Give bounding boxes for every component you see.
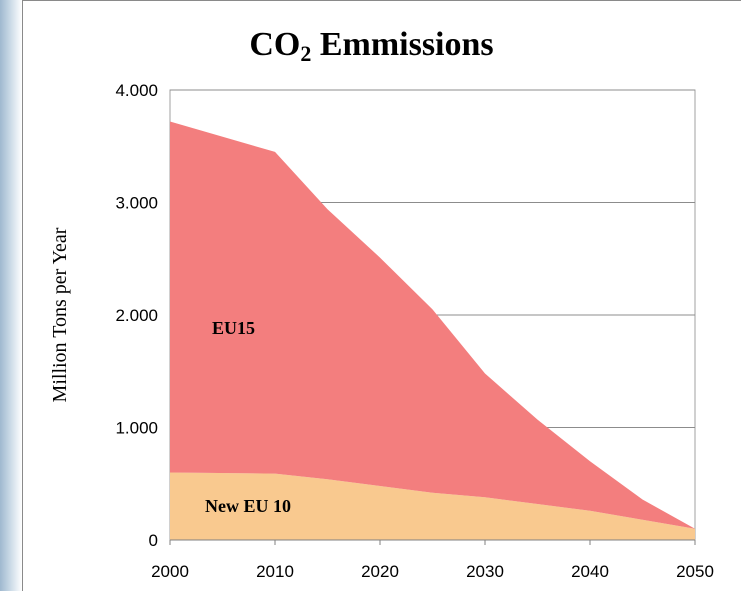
x-tick-label: 2040 — [571, 562, 609, 581]
area-series-0 — [170, 472, 695, 540]
x-tick-label: 2020 — [361, 562, 399, 581]
x-tick-label: 2030 — [466, 562, 504, 581]
y-axis-label: Million Tons per Year — [49, 227, 71, 402]
chart-title: CO2 Emmissions — [249, 26, 494, 66]
y-tick-label: 0 — [149, 531, 158, 550]
area-label-eu15: EU15 — [212, 318, 255, 338]
y-tick-label: 1.000 — [115, 419, 158, 438]
x-tick-label: 2000 — [151, 562, 189, 581]
y-tick-label: 3.000 — [115, 194, 158, 213]
area-series-1 — [170, 121, 695, 529]
y-tick-label: 4.000 — [115, 81, 158, 100]
y-tick-label: 2.000 — [115, 306, 158, 325]
x-tick-label: 2050 — [676, 562, 714, 581]
area-label-new-eu10: New EU 10 — [205, 496, 291, 516]
x-tick-label: 2010 — [256, 562, 294, 581]
